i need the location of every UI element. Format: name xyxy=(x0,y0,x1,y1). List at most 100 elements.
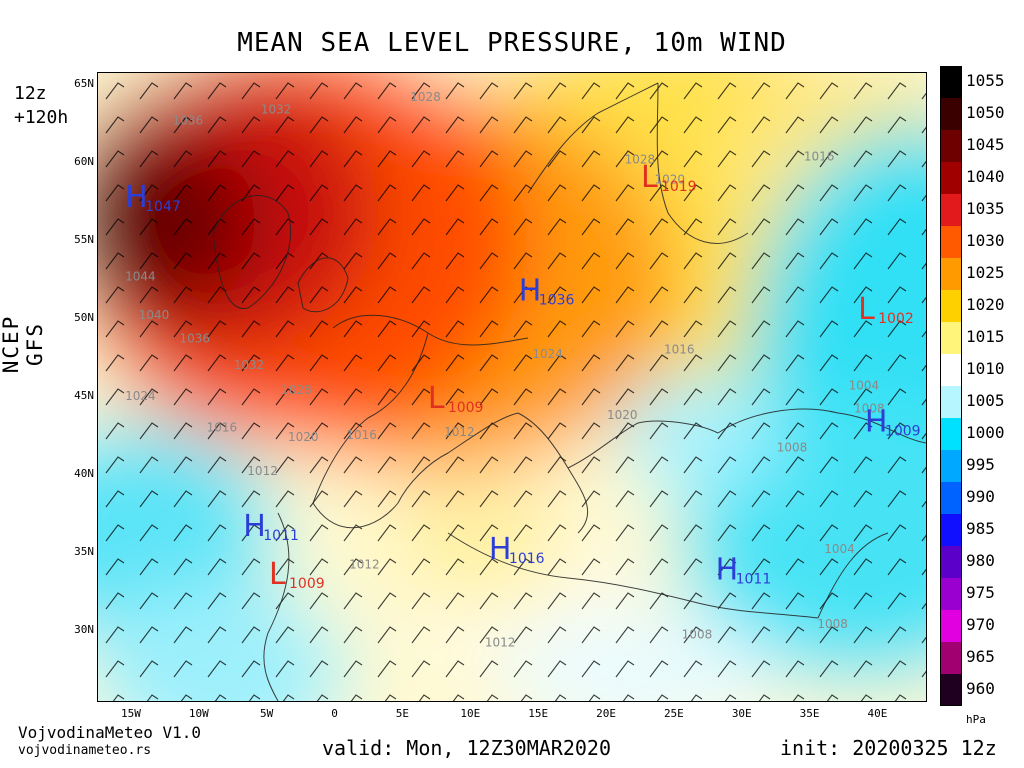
colorbar-label: 1000 xyxy=(966,423,1005,442)
low-pressure-marker: L 1009 xyxy=(428,381,484,416)
colorbar-label: 1055 xyxy=(966,71,1005,90)
lat-label: 30N xyxy=(74,622,94,636)
isobar-label: 1020 xyxy=(607,408,638,422)
lon-label: 30E xyxy=(731,707,752,720)
isobar-label: 1020 xyxy=(288,430,319,444)
colorbar-label: 980 xyxy=(966,551,995,570)
system-letter: H xyxy=(716,552,739,587)
isobar-label: 1016 xyxy=(207,420,238,434)
colorbar-label: 970 xyxy=(966,615,995,634)
isobar-label: 1036 xyxy=(173,113,204,127)
coastlines xyxy=(212,82,926,701)
isobar-label: 1044 xyxy=(125,269,156,283)
lon-label: 15E xyxy=(528,707,549,720)
colorbar-swatch xyxy=(940,450,962,483)
isobar-label: 1008 xyxy=(817,617,848,631)
colorbar-swatch xyxy=(940,578,962,611)
system-value: 1011 xyxy=(736,571,772,587)
isobar-label: 1012 xyxy=(247,464,278,478)
system-letter: H xyxy=(489,532,512,567)
colorbar-swatch xyxy=(940,514,962,547)
low-pressure-marker: L 1009 xyxy=(269,557,325,592)
lon-label: 15W xyxy=(120,707,141,720)
isobar-label: 1024 xyxy=(125,389,156,403)
isobar-label: 1040 xyxy=(139,308,170,322)
system-value: 1002 xyxy=(878,311,914,327)
colorbar-swatch xyxy=(940,98,962,131)
isobar-label: 1012 xyxy=(444,425,475,439)
isobar-labels: 1036 1032 1028 1044 1040 1036 1032 1028 1024 1016… xyxy=(125,90,884,649)
isobar-label: 1004 xyxy=(824,542,855,556)
lat-label: 45N xyxy=(74,389,94,403)
colorbar-swatch xyxy=(940,354,962,387)
lat-label: 40N xyxy=(74,467,94,481)
colorbar-label: 965 xyxy=(966,647,995,666)
unit-label: hPa xyxy=(966,713,986,726)
colorbar-swatch xyxy=(940,66,962,99)
system-value: 1009 xyxy=(289,576,325,592)
lat-label: 50N xyxy=(74,311,94,325)
lon-label: 10E xyxy=(460,707,481,720)
system-value: 1047 xyxy=(145,199,181,215)
isobar-label: 1028 xyxy=(625,152,656,166)
run-hour: 12z xyxy=(14,83,47,104)
lon-label: 5E xyxy=(395,707,410,720)
map-svg: 1036 1032 1028 1044 1040 1036 1032 1028 1024 1016… xyxy=(98,73,926,701)
colorbar-label: 1025 xyxy=(966,263,1005,282)
colorbar-swatch xyxy=(940,386,962,419)
colorbar-label: 995 xyxy=(966,455,995,474)
lon-label: 25E xyxy=(663,707,684,720)
map-title: MEAN SEA LEVEL PRESSURE, 10m WIND xyxy=(237,28,787,58)
colorbar-label: 975 xyxy=(966,583,995,602)
isobar-label: 1008 xyxy=(854,402,885,416)
isobar-label: 1008 xyxy=(777,441,808,455)
isobar-label: 1016 xyxy=(804,149,835,163)
colorbar-label: 1030 xyxy=(966,231,1005,250)
colorbar-label: 1045 xyxy=(966,135,1005,154)
lon-label: 0 xyxy=(331,707,338,720)
pressure-map: 1036 1032 1028 1044 1040 1036 1032 1028 1024 1016… xyxy=(97,72,927,702)
isobar-label: 1032 xyxy=(261,103,292,117)
isobar-label: 1012 xyxy=(349,558,380,572)
colorbar-swatch xyxy=(940,258,962,291)
branding: VojvodinaMeteo V1.0 vojvodinameteo.rs xyxy=(18,724,201,760)
brand-url: vojvodinameteo.rs xyxy=(18,743,152,758)
lon-label: 5W xyxy=(260,707,274,720)
isobar-label: 1024 xyxy=(532,347,563,361)
system-value: 1016 xyxy=(509,551,545,567)
colorbar-label: 1015 xyxy=(966,327,1005,346)
colorbar xyxy=(940,66,962,706)
colorbar-label: 1035 xyxy=(966,199,1005,218)
system-value: 1011 xyxy=(263,528,299,544)
isobar-label: 1032 xyxy=(234,358,265,372)
colorbar-label: 960 xyxy=(966,679,995,698)
isobar-label: 1008 xyxy=(682,628,713,642)
colorbar-label: 985 xyxy=(966,519,995,538)
lat-label: 35N xyxy=(74,544,94,558)
lat-label: 55N xyxy=(74,233,94,247)
run-info: 12z +120h xyxy=(14,82,68,130)
system-value: 1036 xyxy=(539,293,575,309)
colorbar-swatch xyxy=(940,546,962,579)
colorbar-label: 1050 xyxy=(966,103,1005,122)
brand-name: VojvodinaMeteo V1.0 xyxy=(18,723,202,742)
colorbar-swatch xyxy=(940,418,962,451)
isobar-label: 1020 xyxy=(655,173,686,187)
colorbar-swatch xyxy=(940,194,962,227)
system-letter: H xyxy=(125,180,148,215)
colorbar-label: 990 xyxy=(966,487,995,506)
isobar-label: 1016 xyxy=(664,342,695,356)
system-letter: L xyxy=(269,557,286,592)
system-letter: H xyxy=(519,274,542,309)
system-value: 1009 xyxy=(448,400,484,416)
system-letter: H xyxy=(865,404,888,439)
system-letter: L xyxy=(428,381,445,416)
colorbar-swatch xyxy=(940,290,962,323)
lon-label: 20E xyxy=(596,707,616,720)
colorbar-swatch xyxy=(940,674,962,706)
colorbar-swatch xyxy=(940,130,962,163)
colorbar-label: 1020 xyxy=(966,295,1005,314)
